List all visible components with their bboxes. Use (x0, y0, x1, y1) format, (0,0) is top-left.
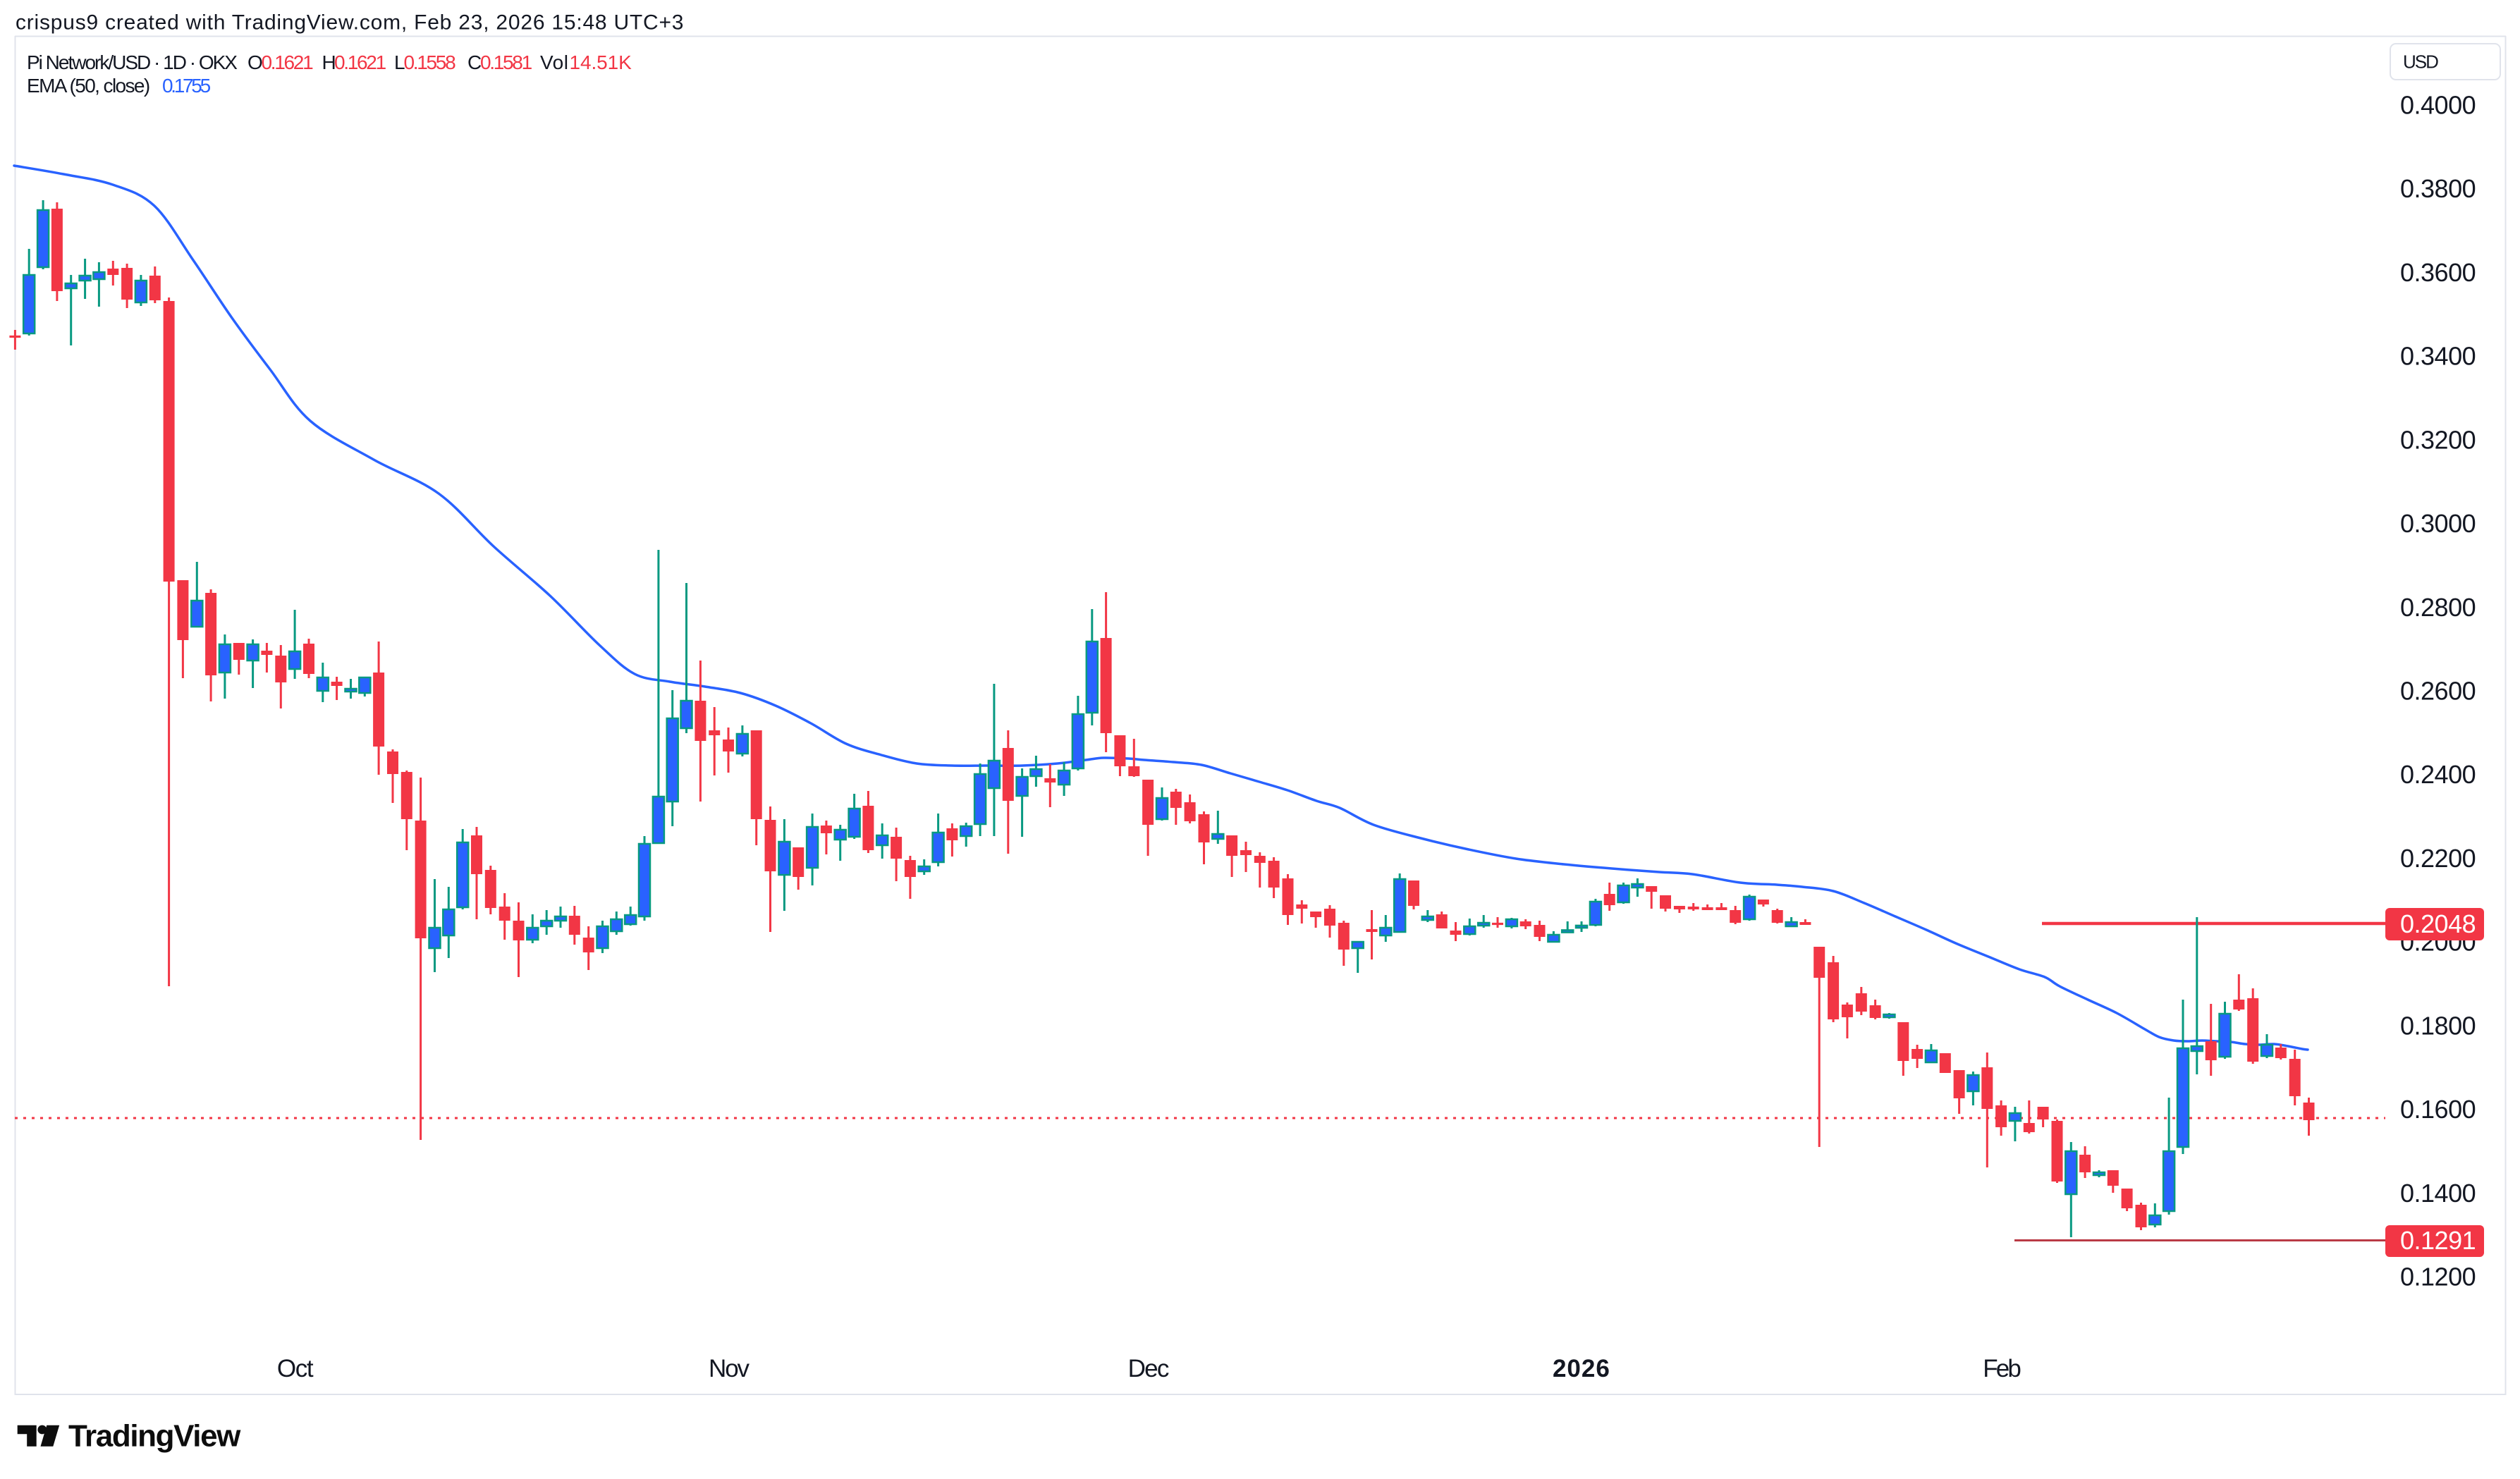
svg-text:0.1600: 0.1600 (2400, 1095, 2476, 1124)
svg-text:2026: 2026 (1553, 1355, 1610, 1382)
svg-text:0.4000: 0.4000 (2400, 90, 2476, 119)
svg-text:L: L (394, 51, 405, 73)
svg-text:0.2200: 0.2200 (2400, 844, 2476, 873)
svg-text:Nov: Nov (709, 1355, 750, 1382)
svg-text:EMA (50, close): EMA (50, close) (27, 75, 149, 97)
svg-text:0.3400: 0.3400 (2400, 342, 2476, 371)
svg-text:0.1621: 0.1621 (334, 51, 386, 73)
svg-text:0.1400: 0.1400 (2400, 1179, 2476, 1208)
svg-text:0.2800: 0.2800 (2400, 593, 2476, 622)
svg-text:TradingView: TradingView (68, 1419, 241, 1454)
svg-text:0.1581: 0.1581 (480, 51, 532, 73)
svg-text:Dec: Dec (1128, 1355, 1169, 1382)
svg-text:0.1558: 0.1558 (404, 51, 456, 73)
svg-text:Vol: Vol (540, 51, 568, 73)
svg-text:0.2048: 0.2048 (2400, 909, 2476, 938)
svg-text:C: C (467, 51, 482, 73)
svg-text:0.3200: 0.3200 (2400, 425, 2476, 454)
svg-text:0.1200: 0.1200 (2400, 1263, 2476, 1291)
svg-text:Oct: Oct (277, 1355, 314, 1382)
svg-text:0.1755: 0.1755 (162, 75, 211, 97)
svg-text:Pi Network/USD · 1D · OKX: Pi Network/USD · 1D · OKX (27, 51, 238, 73)
svg-text:0.3800: 0.3800 (2400, 174, 2476, 203)
svg-text:0.2400: 0.2400 (2400, 760, 2476, 789)
svg-text:Feb: Feb (1983, 1355, 2020, 1382)
svg-text:0.1621: 0.1621 (262, 51, 314, 73)
svg-text:0.2600: 0.2600 (2400, 677, 2476, 706)
svg-text:O: O (247, 51, 263, 73)
svg-text:14.51K: 14.51K (570, 51, 632, 73)
svg-text:0.3000: 0.3000 (2400, 509, 2476, 538)
svg-text:H: H (322, 51, 336, 73)
svg-text:0.1800: 0.1800 (2400, 1011, 2476, 1040)
svg-text:crispus9 created with TradingV: crispus9 created with TradingView.com, F… (16, 11, 684, 35)
svg-text:0.1291: 0.1291 (2400, 1226, 2476, 1255)
svg-text:0.3600: 0.3600 (2400, 258, 2476, 287)
svg-text:USD: USD (2403, 51, 2438, 73)
